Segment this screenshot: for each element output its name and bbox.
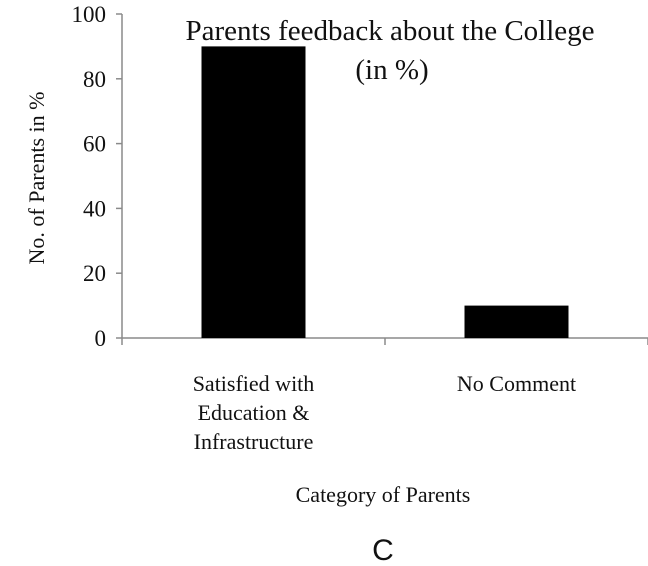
y-tick-label: 40 [83,196,106,221]
chart-title-line2: (in %) [355,54,428,86]
x-tick-label: Education & [198,400,310,425]
x-tick-label: No Comment [457,371,576,396]
y-tick-label: 60 [83,132,106,157]
x-tick-label: Infrastructure [194,429,314,454]
x-tick-labels: Satisfied with Education & Infrastructure N… [193,371,576,454]
x-axis-label: Category of Parents [296,482,471,507]
y-tick-label: 80 [83,67,106,92]
bar [464,305,569,338]
bars [201,46,569,339]
panel-label: C [372,534,394,566]
chart-title: Parents feedback about the College [185,15,594,47]
y-axis-label: No. of Parents in % [24,92,49,265]
y-tick-label: 0 [95,326,107,351]
y-ticks: 0 20 40 60 80 100 [72,2,122,351]
x-tick-label: Satisfied with [193,371,315,396]
y-tick-label: 20 [83,261,106,286]
y-tick-label: 100 [72,2,107,27]
bar [201,46,306,339]
